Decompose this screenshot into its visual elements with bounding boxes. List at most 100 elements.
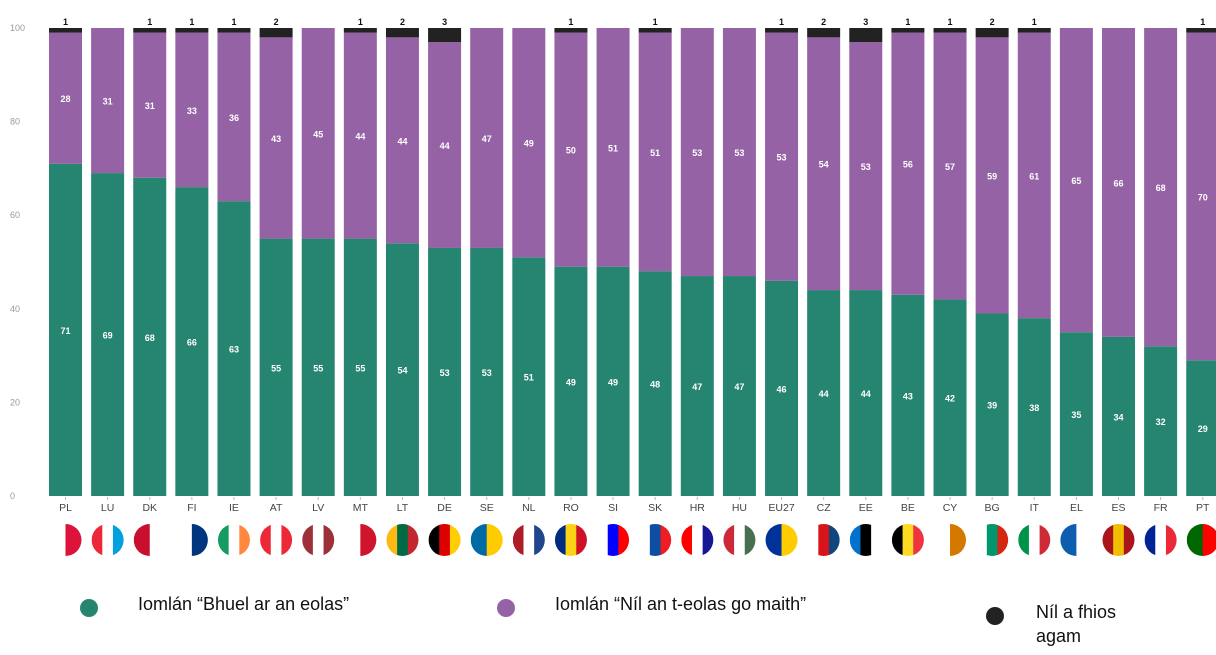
bar-segment (1186, 28, 1216, 33)
bar-segment (385, 28, 419, 38)
flag-stripe (260, 524, 272, 556)
bar-segment (975, 37, 1009, 314)
data-label: 1 (189, 17, 194, 27)
bar-segment (259, 238, 293, 496)
flag-stripe (228, 524, 240, 556)
data-label: 39 (987, 401, 997, 411)
x-tick-label: EU27 (768, 502, 794, 514)
data-label: 38 (1029, 403, 1039, 413)
flag-stripe (765, 524, 783, 556)
bar-segment (259, 28, 293, 38)
data-label: 47 (734, 382, 744, 392)
x-tick-label: DK (142, 502, 157, 514)
flag-stripe (1144, 524, 1156, 556)
country-flags (49, 524, 1216, 556)
bar-segment (343, 238, 377, 496)
bar-segment (1017, 32, 1051, 319)
y-axis: 0 20 40 60 80 100 (10, 23, 25, 501)
legend-item-black: Níl a fhios agam (986, 600, 1166, 648)
flag-stripe (902, 524, 914, 556)
bar-segment (1144, 346, 1178, 496)
bar-segment (638, 32, 672, 272)
flag-sk-icon (639, 524, 672, 556)
data-label: 1 (231, 17, 236, 27)
flag-stripe (807, 524, 819, 556)
flag-lu-icon (91, 524, 124, 556)
data-label: 55 (313, 363, 323, 373)
bar-segment (596, 28, 630, 267)
bar-segment (1144, 28, 1178, 347)
data-label: 2 (990, 17, 995, 27)
y-tick-label: 40 (10, 304, 20, 314)
data-label: 48 (650, 380, 660, 390)
bar-segment (1059, 332, 1093, 496)
bar-segment (1102, 28, 1135, 337)
bar-segment (1186, 32, 1216, 361)
bar-segment (975, 28, 1009, 38)
flag-stripe (934, 524, 951, 556)
x-tick-label: SK (648, 502, 662, 514)
x-tick-label: HU (732, 502, 747, 514)
bar-segment (301, 238, 335, 496)
y-tick-label: 60 (10, 210, 20, 220)
bar-segment (933, 28, 967, 33)
flag-stripe (576, 524, 587, 556)
bar-segment (680, 28, 714, 277)
legend-label-green: Iomlán “Bhuel ar an eolas” (138, 594, 350, 614)
bar-segment (933, 299, 967, 496)
bar-segment (765, 32, 799, 281)
data-label: 1 (948, 17, 953, 27)
bar-segment (217, 28, 251, 33)
data-label: 49 (566, 377, 576, 387)
flag-stripe (1123, 524, 1135, 556)
data-label: 66 (187, 338, 197, 348)
bar-segment (722, 276, 756, 496)
flag-stripe (913, 524, 924, 556)
flag-de-icon (428, 524, 461, 556)
flag-stripe (691, 524, 704, 556)
flag-stripe (723, 524, 735, 556)
flag-fi-icon (175, 524, 208, 556)
flag-stripe (997, 524, 1009, 556)
x-tick-label: DE (437, 502, 452, 514)
bar-segment (343, 28, 377, 33)
data-label: 63 (229, 345, 239, 355)
data-label: 53 (692, 148, 702, 158)
data-label: 55 (271, 363, 281, 373)
data-label: 68 (1156, 183, 1166, 193)
data-label: 31 (103, 97, 113, 107)
data-label: 44 (397, 136, 407, 146)
bar-segment (428, 42, 462, 248)
bar-segment (512, 28, 546, 258)
flag-stripe (618, 524, 630, 556)
flag-stripe (1018, 524, 1030, 556)
data-label: 70 (1198, 192, 1208, 202)
flag-pt-icon (1186, 524, 1216, 556)
data-label: 47 (482, 134, 492, 144)
bar-segment (554, 266, 588, 496)
flag-it-icon (1018, 524, 1051, 556)
bar-segment (428, 28, 462, 43)
data-label: 46 (777, 384, 787, 394)
legend-item-green: Iomlán “Bhuel ar an eolas” (80, 592, 368, 617)
bar-segment (217, 32, 251, 202)
x-tick-label: BE (901, 502, 915, 514)
bar-segment (217, 201, 251, 496)
flag-stripe (607, 524, 619, 556)
data-label: 35 (1071, 410, 1081, 420)
data-label: 51 (524, 373, 534, 383)
bar-segment (49, 28, 82, 33)
data-label: 66 (1113, 178, 1123, 188)
x-tick-label: CZ (817, 502, 832, 514)
bar-segment (933, 32, 967, 300)
data-label: 1 (568, 17, 573, 27)
flag-stripe (781, 524, 798, 556)
bar-segment (1186, 360, 1216, 496)
y-tick-label: 0 (10, 491, 15, 501)
data-label: 1 (905, 17, 910, 27)
flag-stripe (386, 524, 398, 556)
flag-stripe (344, 524, 361, 556)
bar-segment (722, 28, 756, 277)
legend-swatch-purple (497, 599, 515, 617)
flag-stripe (91, 524, 103, 556)
